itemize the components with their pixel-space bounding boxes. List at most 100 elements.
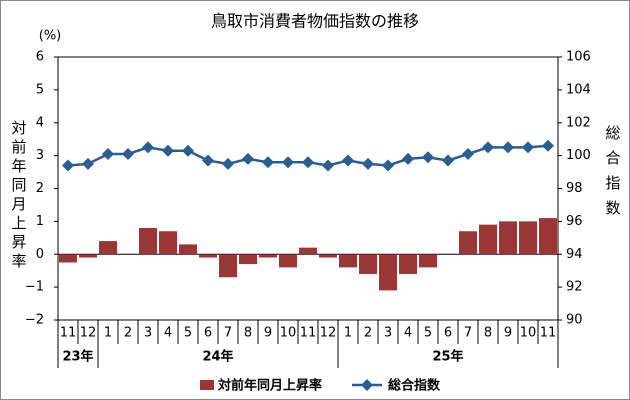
marker: [462, 147, 474, 160]
marker: [522, 141, 534, 154]
x-tick-label: 12: [320, 326, 337, 341]
x-tick-label: 11: [540, 326, 557, 341]
bar: [379, 254, 397, 291]
bar: [59, 254, 77, 263]
bar: [419, 254, 437, 268]
y2-axis-label: 総合指数: [604, 125, 622, 225]
marker: [222, 157, 234, 170]
marker: [302, 156, 314, 169]
marker: [542, 139, 554, 152]
bar: [179, 244, 197, 255]
x-tick-label: 3: [144, 326, 152, 341]
x-tick-label: 4: [164, 326, 172, 341]
bar: [399, 254, 417, 274]
marker: [482, 141, 494, 154]
bar: [259, 254, 277, 258]
marker: [442, 154, 454, 167]
bar: [319, 254, 337, 258]
y-tick-label: 5: [36, 82, 44, 97]
marker: [202, 154, 214, 167]
legend-swatch: [200, 380, 214, 390]
marker: [242, 152, 254, 165]
marker: [382, 159, 394, 172]
x-tick-label: 11: [60, 326, 77, 341]
x-tick-label: 8: [244, 326, 252, 341]
x-tick-label: 6: [204, 326, 212, 341]
y2-tick-label: 90: [566, 313, 583, 328]
bar: [539, 218, 557, 255]
bar: [339, 254, 357, 268]
x-tick-label: 5: [424, 326, 432, 341]
y-tick-label: −1: [25, 280, 44, 295]
bar: [359, 254, 377, 274]
group-label: 24年: [202, 349, 233, 365]
bar: [479, 224, 497, 255]
marker: [342, 154, 354, 167]
y2-tick-label: 92: [566, 280, 583, 295]
y-tick-label: 6: [36, 50, 44, 65]
y-tick-label: 2: [36, 181, 44, 196]
bar: [159, 231, 177, 255]
y2-tick-label: 102: [566, 115, 591, 130]
x-tick-label: 7: [464, 326, 472, 341]
y-tick-label: 1: [36, 214, 44, 229]
bar: [299, 247, 317, 255]
x-tick-label: 2: [124, 326, 132, 341]
y-axis-label: 対前年同月上昇率: [10, 120, 28, 272]
bar: [459, 231, 477, 255]
y2-tick-label: 100: [566, 148, 591, 163]
marker: [322, 159, 334, 172]
legend-label: 総合指数: [388, 378, 441, 394]
y-tick-label: 0: [36, 247, 44, 262]
bar: [199, 254, 217, 258]
bar: [279, 254, 297, 268]
bar: [139, 227, 157, 255]
bar: [99, 241, 117, 255]
marker: [282, 156, 294, 169]
y-tick-label: −2: [25, 313, 44, 328]
marker: [62, 159, 74, 172]
legend-label: 対前年同月上昇率: [217, 378, 322, 394]
x-tick-label: 2: [364, 326, 372, 341]
y2-tick-label: 98: [566, 181, 583, 196]
x-tick-label: 7: [224, 326, 232, 341]
marker: [142, 141, 154, 154]
chart-title: 鳥取市消費者物価指数の推移: [211, 12, 419, 31]
y2-tick-label: 94: [566, 247, 583, 262]
marker: [182, 144, 194, 157]
bar: [239, 254, 257, 265]
y-unit: (%): [39, 29, 62, 44]
y-tick-label: 3: [36, 148, 44, 163]
x-tick-label: 10: [280, 326, 297, 341]
y2-tick-label: 104: [566, 82, 591, 97]
x-tick-label: 5: [184, 326, 192, 341]
y-tick-label: 4: [36, 115, 44, 130]
bar: [519, 221, 537, 255]
marker: [362, 157, 374, 170]
marker: [82, 157, 94, 170]
marker: [402, 152, 414, 165]
x-tick-label: 4: [404, 326, 412, 341]
x-tick-label: 1: [344, 326, 352, 341]
group-label: 25年: [432, 349, 463, 365]
x-tick-label: 9: [264, 326, 272, 341]
x-tick-label: 8: [484, 326, 492, 341]
marker: [122, 147, 134, 160]
marker: [502, 141, 514, 154]
marker: [422, 151, 434, 164]
x-tick-label: 9: [504, 326, 512, 341]
legend-swatch: [361, 379, 373, 391]
bar: [79, 254, 97, 258]
marker: [262, 156, 274, 169]
x-tick-label: 12: [80, 326, 97, 341]
bar: [219, 254, 237, 278]
y2-tick-label: 106: [566, 50, 591, 65]
marker: [102, 147, 114, 160]
marker: [162, 144, 174, 157]
bar: [499, 221, 517, 255]
x-tick-label: 1: [104, 326, 112, 341]
x-tick-label: 10: [520, 326, 537, 341]
x-tick-label: 11: [300, 326, 317, 341]
